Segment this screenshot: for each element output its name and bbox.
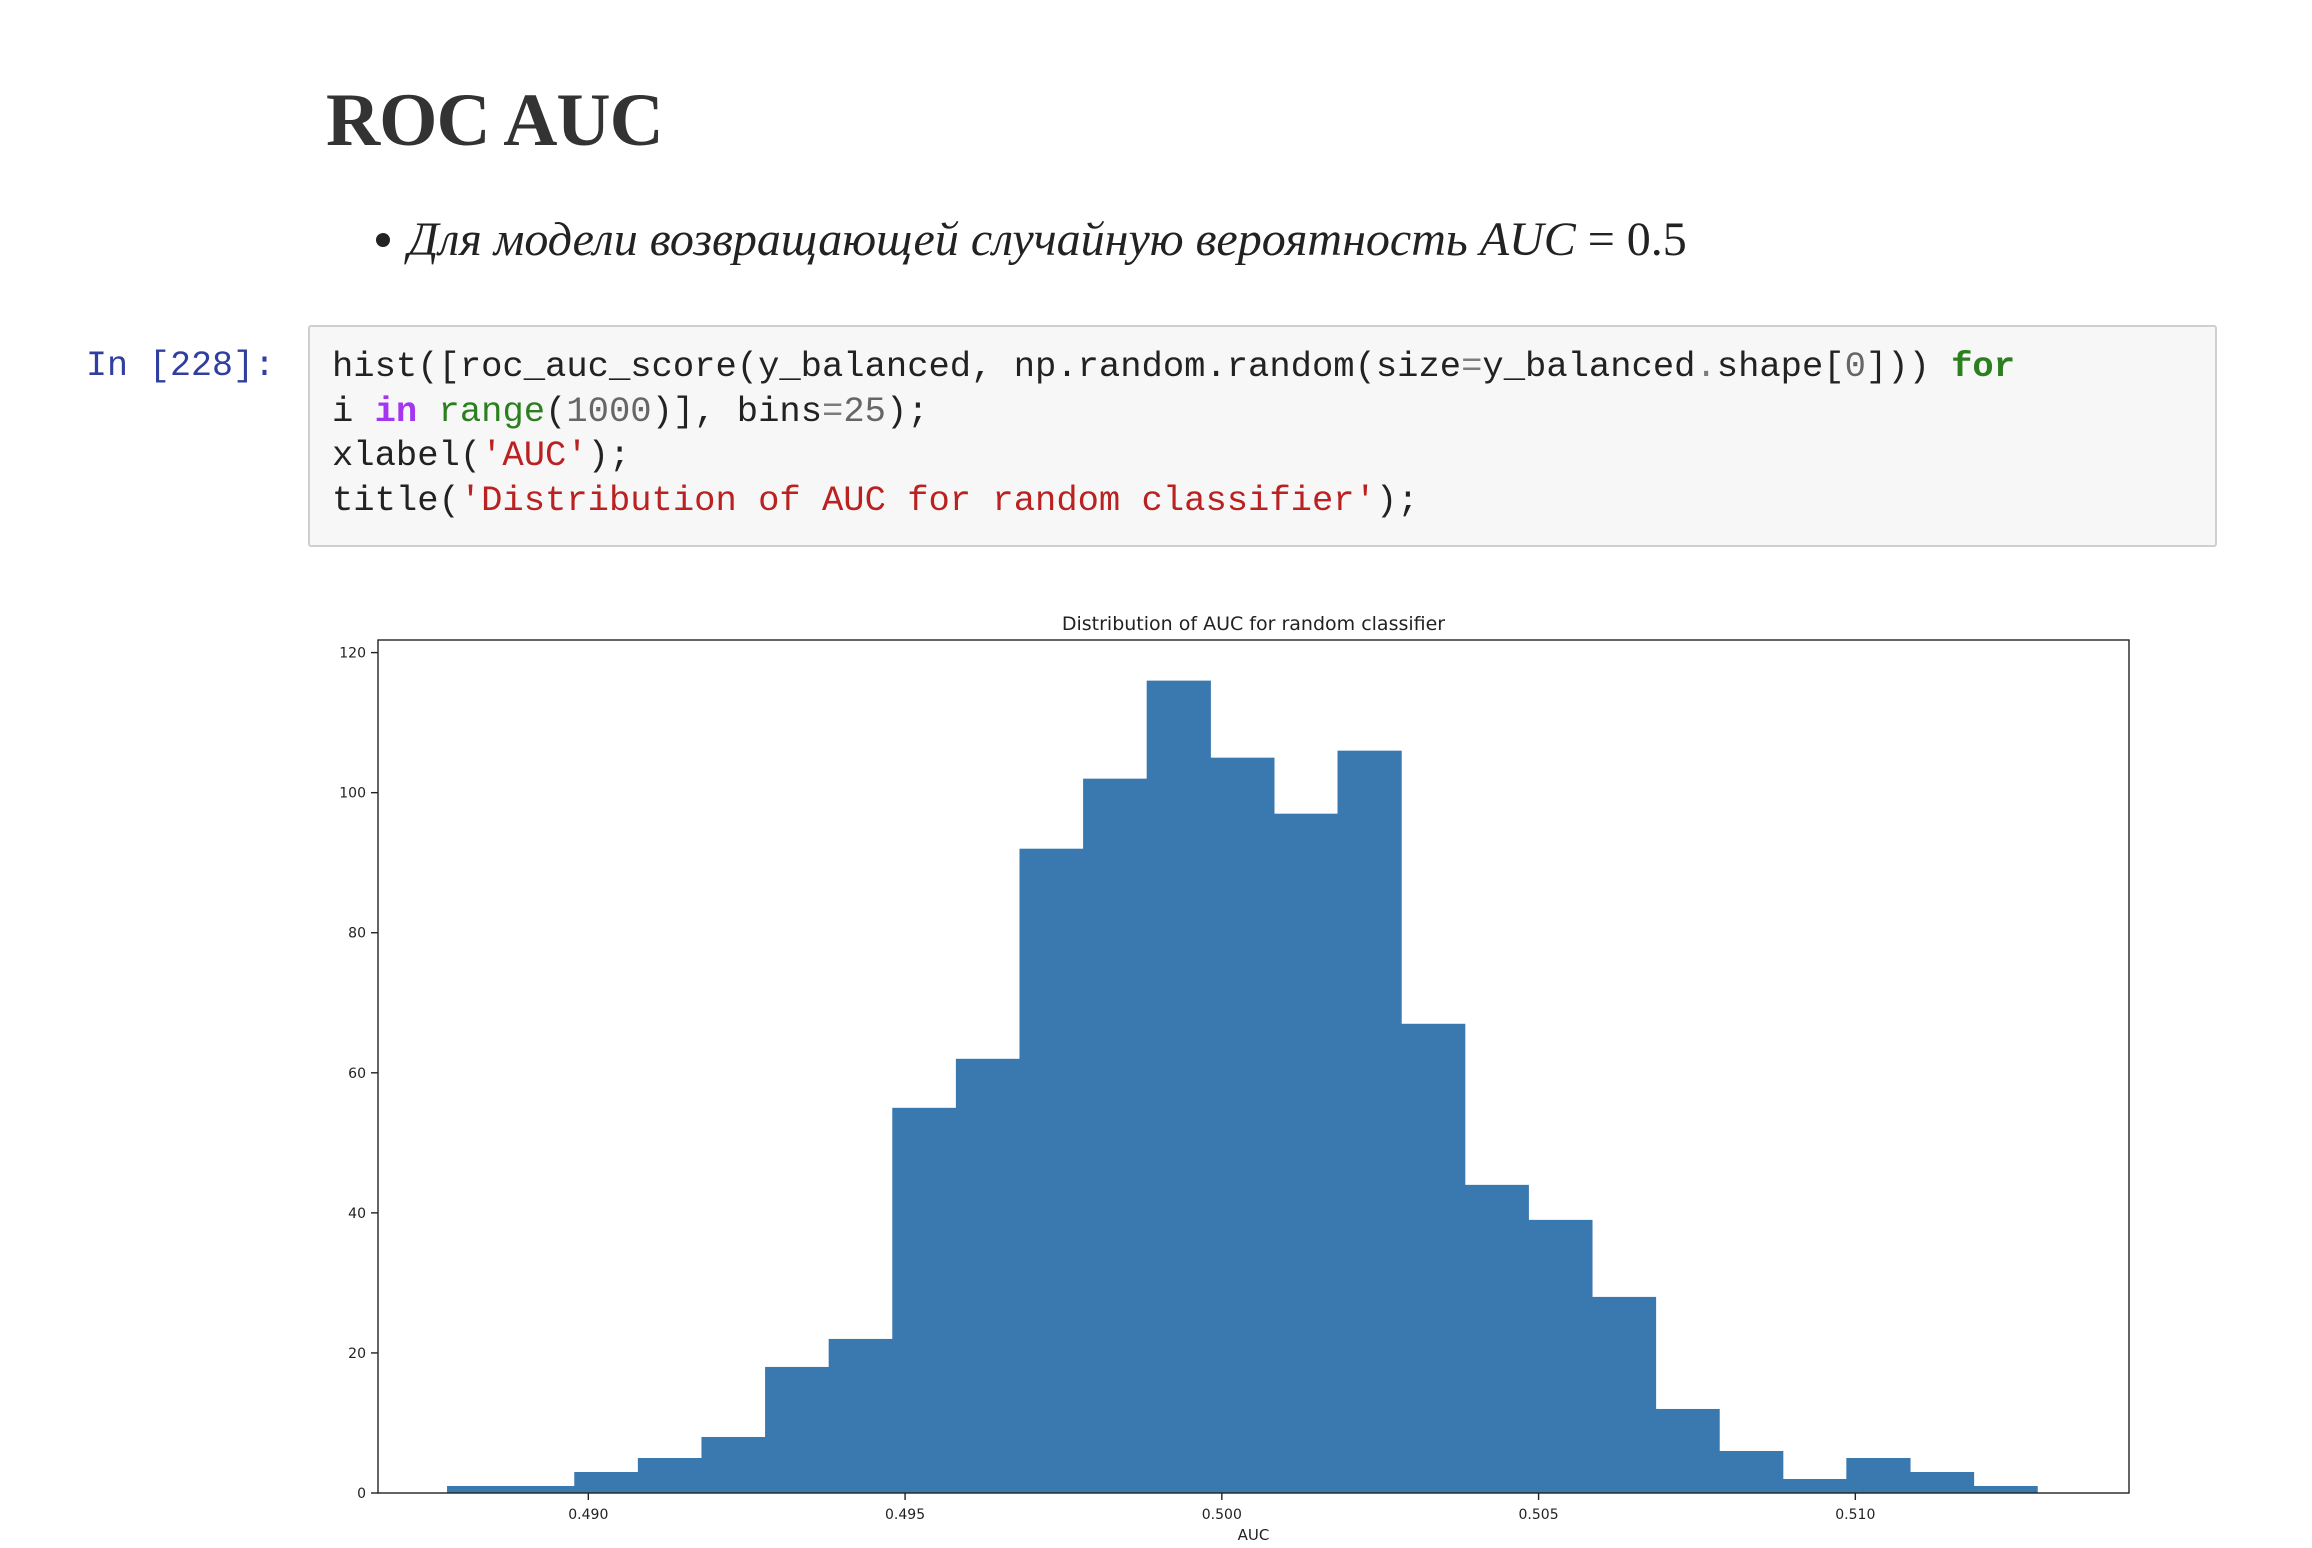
histogram-bar — [1909, 1471, 1975, 1493]
code-token: title( — [332, 479, 460, 521]
histogram-bar — [1019, 848, 1084, 1493]
histogram-bar — [1782, 1478, 1847, 1493]
bullet-text: Для модели возвращающей случайную вероят… — [408, 213, 1468, 266]
page-heading: ROC AUC — [326, 79, 664, 162]
histogram-bar — [1591, 1296, 1657, 1493]
bullet-dot-icon — [376, 232, 390, 247]
code-token: range — [438, 390, 546, 432]
y-tick-label: 100 — [339, 786, 366, 802]
code-token: 1000 — [566, 390, 652, 432]
histogram-bar — [1846, 1457, 1911, 1493]
histogram-bar — [892, 1107, 957, 1493]
code-token: )], bins — [651, 390, 823, 432]
histogram-bar — [765, 1366, 830, 1493]
code-token: shape[ — [1716, 346, 1845, 387]
histogram-bar — [1273, 813, 1339, 1493]
code-token: 0 — [1844, 346, 1866, 387]
code-token: hist([roc_auc_score(y_balanced, np.rando… — [332, 346, 1462, 387]
histogram-bar — [1210, 757, 1275, 1493]
x-axis-label: AUC — [1238, 1526, 1270, 1544]
x-axis: 0.490 0.495 0.500 0.505 0.510 — [568, 1493, 1875, 1523]
histogram-bar — [1337, 750, 1402, 1493]
code-token: 25 — [843, 390, 886, 432]
bullet-item: Для модели возвращающей случайную вероят… — [376, 212, 1687, 267]
code-token: for — [1951, 346, 2016, 387]
histogram-bar — [574, 1471, 639, 1493]
code-token: = — [1461, 346, 1483, 387]
x-tick-label: 0.510 — [1835, 1507, 1875, 1523]
histogram-bar — [1528, 1219, 1593, 1493]
bars-group — [447, 680, 2038, 1493]
code-token: in — [374, 390, 418, 432]
histogram-bar — [637, 1457, 703, 1493]
code-token: xlabel( — [332, 435, 482, 476]
chart-title: Distribution of AUC for random classifie… — [1062, 613, 1445, 635]
x-tick-label: 0.500 — [1202, 1507, 1242, 1523]
plot-frame — [377, 639, 2130, 1494]
histogram-bar — [955, 1058, 1021, 1493]
y-tick-label: 120 — [339, 646, 366, 662]
code-token: ])) — [1865, 346, 1952, 387]
histogram-bar — [701, 1436, 766, 1493]
math-variable: AUC — [1479, 213, 1576, 266]
code-token: ); — [885, 390, 929, 432]
histogram-bar — [1083, 778, 1148, 1493]
code-token: ( — [545, 390, 567, 432]
code-cell[interactable]: hist([roc_auc_score(y_balanced, np.rando… — [308, 325, 2217, 547]
code-token: i — [332, 390, 375, 432]
histogram-bar — [447, 1485, 512, 1493]
math-equation-rest: = 0.5 — [1587, 213, 1687, 266]
histogram-bar — [1655, 1408, 1720, 1493]
histogram-chart: Distribution of AUC for random classifie… — [339, 613, 2130, 1544]
x-tick-label: 0.490 — [568, 1507, 608, 1523]
histogram-bar — [1401, 1023, 1466, 1493]
code-editor[interactable]: hist([roc_auc_score(y_balanced, np.rando… — [332, 345, 2015, 523]
histogram-bar — [1719, 1450, 1784, 1493]
code-token: = — [822, 390, 844, 432]
input-prompt: In [228]: — [86, 346, 276, 386]
code-token: ); — [1375, 479, 1419, 521]
x-tick-label: 0.505 — [1519, 1507, 1559, 1523]
histogram-bar — [1973, 1485, 2038, 1493]
histogram-bar — [1464, 1184, 1529, 1493]
y-axis: 0 20 40 60 80 100 120 — [339, 646, 378, 1502]
histogram-bar — [510, 1485, 575, 1493]
y-tick-label: 60 — [348, 1066, 366, 1082]
histogram-bar — [1146, 680, 1211, 1493]
y-tick-label: 0 — [357, 1486, 366, 1502]
code-token: 'AUC' — [481, 435, 588, 476]
histogram-bar — [828, 1338, 893, 1493]
code-token: 'Distribution of AUC for random classifi… — [459, 479, 1376, 521]
code-token — [417, 391, 438, 432]
y-tick-label: 20 — [348, 1346, 366, 1362]
code-token: y_balanced — [1482, 346, 1696, 387]
code-token: . — [1695, 346, 1717, 387]
x-tick-label: 0.495 — [885, 1507, 925, 1523]
code-token: ); — [587, 435, 631, 476]
y-tick-label: 40 — [348, 1206, 366, 1222]
y-tick-label: 80 — [348, 926, 366, 942]
